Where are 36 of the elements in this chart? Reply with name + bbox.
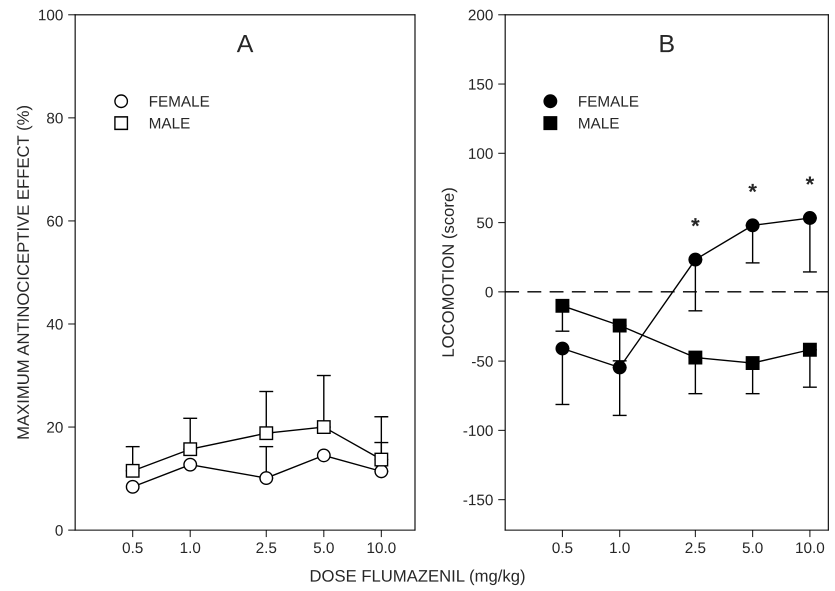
y-axis-title: MAXIMUM ANTINOCICEPTIVE EFFECT (%) (16, 106, 32, 439)
text: B (660, 34, 674, 52)
y-tick-label: 20 (47, 422, 63, 433)
annotation: * (748, 184, 757, 192)
y-tick-label: 0 (55, 524, 63, 536)
legend-label: FEMALE (150, 96, 210, 107)
x-tick-label: 2.5 (686, 542, 706, 554)
x-tick-label: 10.0 (796, 542, 824, 554)
y-tick-label: -100 (463, 425, 493, 436)
x-tick-label: 1.0 (610, 542, 630, 554)
x-tick-label: 5.0 (314, 542, 334, 554)
text: A (236, 34, 254, 52)
y-tick-label: -150 (463, 494, 493, 506)
y-tick-label: 40 (46, 318, 63, 330)
y-tick-label: 0 (485, 286, 493, 298)
y-tick-label: 50 (476, 217, 493, 228)
y-tick-label: 80 (47, 112, 63, 124)
x-tick-label: 5.0 (742, 542, 763, 554)
y-tick-label: 100 (39, 10, 63, 20)
y-tick-label: 200 (468, 10, 493, 20)
x-tick-label: 1.0 (180, 542, 200, 554)
x-tick-label: 2.5 (256, 542, 276, 554)
x-tick-label: 0.5 (122, 542, 143, 554)
y-axis-title: LOCOMOTION (score) (442, 188, 458, 356)
legend-label: MALE (150, 118, 190, 128)
y-tick-label: 100 (469, 148, 493, 159)
annotation: * (691, 218, 700, 226)
y-tick-label: -50 (472, 356, 493, 367)
x-tick-label: 10.0 (368, 542, 396, 554)
legend-label: MALE (579, 118, 619, 128)
y-tick-label: 150 (469, 78, 493, 90)
y-tick-label: 60 (47, 216, 63, 227)
x-axis-title: DOSE FLUMAZENIL (mg/kg) (310, 570, 525, 586)
legend-label: FEMALE (579, 96, 638, 107)
annotation: * (806, 176, 814, 185)
x-tick-label: 0.5 (552, 542, 572, 554)
